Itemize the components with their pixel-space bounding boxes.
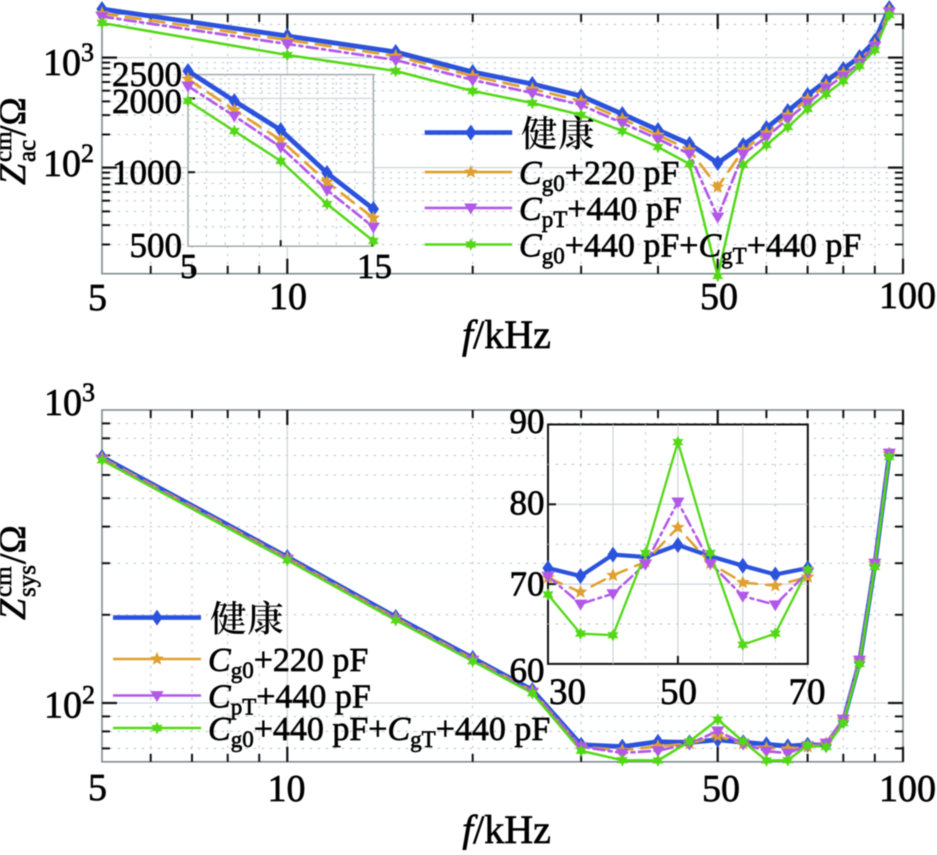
svg-text:5: 5 bbox=[88, 767, 107, 809]
svg-text:Cg0+220 pF: Cg0+220 pF bbox=[208, 642, 368, 683]
svg-text:CpT+440 pF: CpT+440 pF bbox=[519, 191, 682, 232]
svg-text:80: 80 bbox=[510, 484, 545, 523]
svg-text:103: 103 bbox=[44, 378, 95, 424]
svg-text:1000: 1000 bbox=[112, 153, 182, 192]
svg-text:Cg0+220 pF: Cg0+220 pF bbox=[519, 155, 679, 196]
svg-text:/Ω: /Ω bbox=[0, 97, 34, 136]
svg-text:100: 100 bbox=[879, 275, 936, 317]
svg-text:CpT+440 pF: CpT+440 pF bbox=[208, 679, 371, 720]
svg-text:102: 102 bbox=[44, 681, 95, 727]
svg-text:10: 10 bbox=[268, 768, 306, 810]
svg-text:f/kHz: f/kHz bbox=[462, 312, 551, 357]
svg-text:5: 5 bbox=[180, 247, 198, 286]
svg-text:2000: 2000 bbox=[112, 82, 182, 121]
svg-text:30: 30 bbox=[549, 672, 586, 713]
svg-text:10: 10 bbox=[269, 276, 307, 318]
svg-text:15: 15 bbox=[357, 247, 392, 286]
svg-text:Z: Z bbox=[0, 598, 34, 620]
svg-text:50: 50 bbox=[702, 768, 740, 810]
svg-text:Cg0+440 pF+CgT+440 pF: Cg0+440 pF+CgT+440 pF bbox=[519, 228, 861, 269]
svg-text:Cg0+440 pF+CgT+440 pF: Cg0+440 pF+CgT+440 pF bbox=[208, 711, 550, 752]
svg-text:ac: ac bbox=[14, 140, 41, 162]
svg-text:50: 50 bbox=[700, 276, 738, 318]
svg-text:sys: sys bbox=[14, 565, 41, 597]
svg-text:/Ω: /Ω bbox=[0, 525, 34, 564]
svg-text:70: 70 bbox=[789, 672, 826, 713]
svg-text:500: 500 bbox=[130, 226, 183, 265]
svg-text:2500: 2500 bbox=[112, 55, 182, 94]
svg-text:60: 60 bbox=[510, 651, 545, 690]
svg-text:50: 50 bbox=[660, 672, 697, 713]
svg-text:70: 70 bbox=[510, 565, 545, 604]
svg-text:Z: Z bbox=[0, 163, 34, 185]
svg-text:100: 100 bbox=[879, 768, 936, 810]
svg-text:90: 90 bbox=[510, 402, 545, 441]
svg-text:f/kHz: f/kHz bbox=[462, 807, 551, 850]
svg-text:cm: cm bbox=[0, 131, 17, 162]
svg-text:cm: cm bbox=[0, 566, 17, 597]
svg-text:5: 5 bbox=[88, 277, 107, 319]
